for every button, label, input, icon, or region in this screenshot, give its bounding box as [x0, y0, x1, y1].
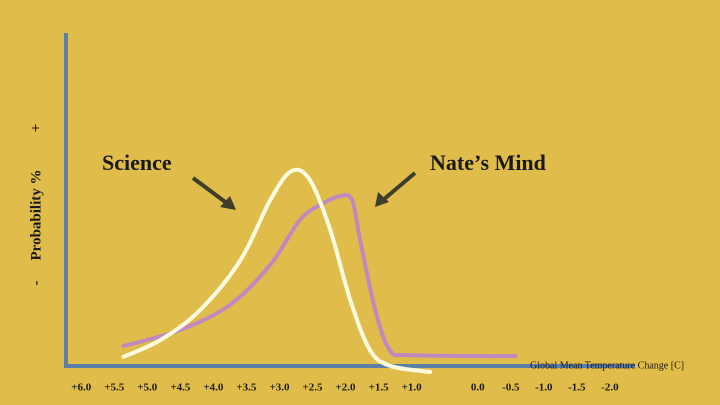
- x-tick-label: +2.0: [336, 382, 357, 394]
- line: [121, 167, 433, 374]
- arrow-head: [220, 196, 236, 210]
- x-tick-label: +4.0: [203, 382, 224, 394]
- arrow-head: [375, 192, 389, 207]
- x-tick-label: -2.0: [601, 382, 619, 394]
- x-tick-label: +3.5: [236, 382, 257, 394]
- x-tick-label: +6.0: [71, 382, 92, 394]
- annotation: Science: [102, 150, 172, 175]
- x-tick-label: +5.0: [137, 382, 158, 394]
- x-tick-label: -1.0: [535, 382, 553, 394]
- y-axis-high: +: [28, 124, 44, 133]
- y-axis-low: -: [28, 281, 44, 286]
- x-tick-label: +2.5: [302, 382, 323, 394]
- y-axis-label: Probability %: [28, 170, 44, 261]
- y-axis-labels: - Probability % +: [28, 124, 44, 286]
- x-tick-label: +5.5: [104, 382, 125, 394]
- arrow: [191, 176, 230, 206]
- x-tick-label: 0.0: [471, 382, 485, 394]
- line: [121, 193, 518, 359]
- arrow: [381, 171, 417, 202]
- x-tick-label: +1.0: [402, 382, 423, 394]
- x-tick-label: +4.5: [170, 382, 191, 394]
- annotation: Nate’s Mind: [430, 150, 546, 175]
- x-tick-label: +1.5: [369, 382, 390, 394]
- x-tick-label: -0.5: [502, 382, 520, 394]
- x-tick-label: -1.5: [568, 382, 586, 394]
- x-axis-label: Global Mean Temperature Change [C]: [530, 360, 684, 371]
- x-tick-label: +3.0: [269, 382, 290, 394]
